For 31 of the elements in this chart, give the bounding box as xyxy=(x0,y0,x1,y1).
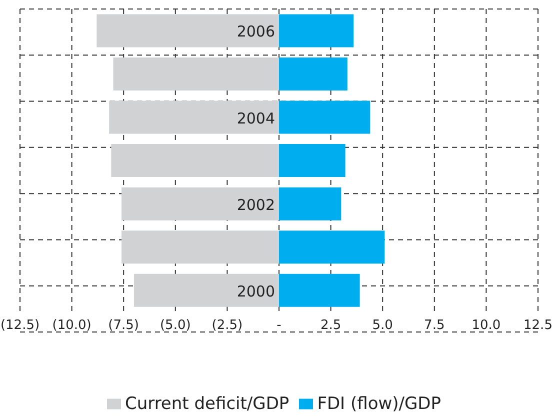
x-tick-label: (5.0) xyxy=(160,318,191,334)
bar xyxy=(113,57,279,90)
y-tick-label: 2004 xyxy=(236,109,275,128)
bar xyxy=(279,230,385,264)
y-tick-label: 2002 xyxy=(236,196,275,214)
x-tick-label: 5.0 xyxy=(372,318,393,334)
x-tick-label: 7.5 xyxy=(424,318,445,334)
x-tick-label: 2.5 xyxy=(320,318,342,334)
x-tick-label: - xyxy=(276,318,282,334)
x-tick-label: (7.5) xyxy=(108,318,140,334)
x-tick-label: (2.5) xyxy=(212,318,243,334)
x-tick-label: (10.0) xyxy=(52,318,92,334)
bar xyxy=(279,144,346,178)
legend-label: Current deficit/GDP xyxy=(124,394,290,414)
x-tick-label: 10.0 xyxy=(472,318,501,334)
y-tick-label: 2006 xyxy=(236,22,275,41)
bar xyxy=(122,187,279,220)
bar xyxy=(109,100,279,134)
bar xyxy=(279,100,370,134)
bar xyxy=(96,14,279,48)
x-tick-label: 12.5 xyxy=(524,318,552,334)
bar xyxy=(279,57,348,90)
bar xyxy=(111,144,279,178)
bar xyxy=(134,274,279,307)
bar xyxy=(122,230,279,264)
bar xyxy=(279,187,342,220)
legend-label: FDI (flow)/GDP xyxy=(317,394,441,414)
x-tick-label: (12.5) xyxy=(0,318,40,334)
y-tick-label: 2000 xyxy=(236,282,275,300)
bar xyxy=(279,274,360,307)
bar xyxy=(279,14,354,48)
